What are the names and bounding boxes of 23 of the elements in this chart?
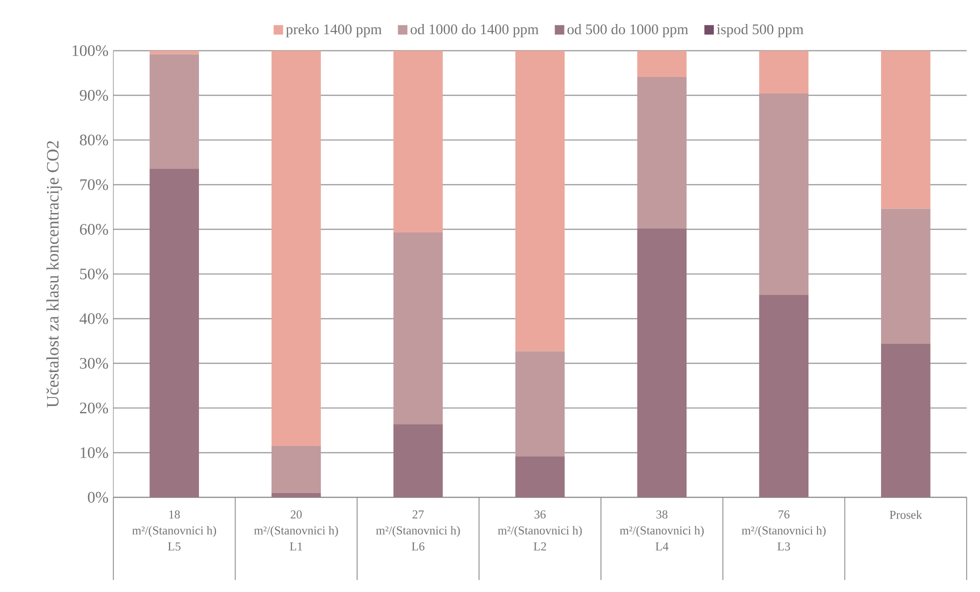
x-tick-label: 27 m²/(Stanovnici h) L6 (376, 510, 460, 550)
legend-label: ispod 500 ppm (716, 24, 804, 38)
x-tick-label: 18 m²/(Stanovnici h) L5 (132, 510, 216, 551)
x-tick-label: 36 m²/(Stanovnici h) L2 (498, 510, 582, 550)
legend-label: od 1000 do 1400 ppm (410, 24, 539, 38)
y-tick-label: 50% (80, 268, 108, 280)
y-tick-label: 80% (80, 134, 108, 146)
y-tick-label: 10% (80, 447, 108, 458)
legend-label: od 500 do 1000 ppm (568, 24, 688, 38)
y-tick-label: 90% (80, 90, 108, 101)
y-tick-label: 40% (80, 313, 108, 324)
x-tick-label: Prosek (890, 510, 922, 519)
x-tick-label: 38 m²/(Stanovnici h) L4 (620, 510, 704, 550)
x-tick-label: 76 m²/(Stanovnici h) L3 (742, 510, 826, 550)
legend-label: preko 1400 ppm (286, 24, 382, 38)
y-tick-label: 100% (72, 45, 108, 56)
y-tick-label: 20% (80, 402, 108, 414)
y-tick-label: 70% (80, 179, 108, 190)
y-axis-title: Učestalost za klasu koncentracije CO2 (46, 141, 62, 408)
y-tick-label: 0% (88, 492, 108, 503)
y-tick-label: 60% (80, 224, 108, 235)
x-tick-label: 20 m²/(Stanovnici h) L1 (254, 510, 338, 550)
y-tick-label: 30% (80, 358, 108, 369)
